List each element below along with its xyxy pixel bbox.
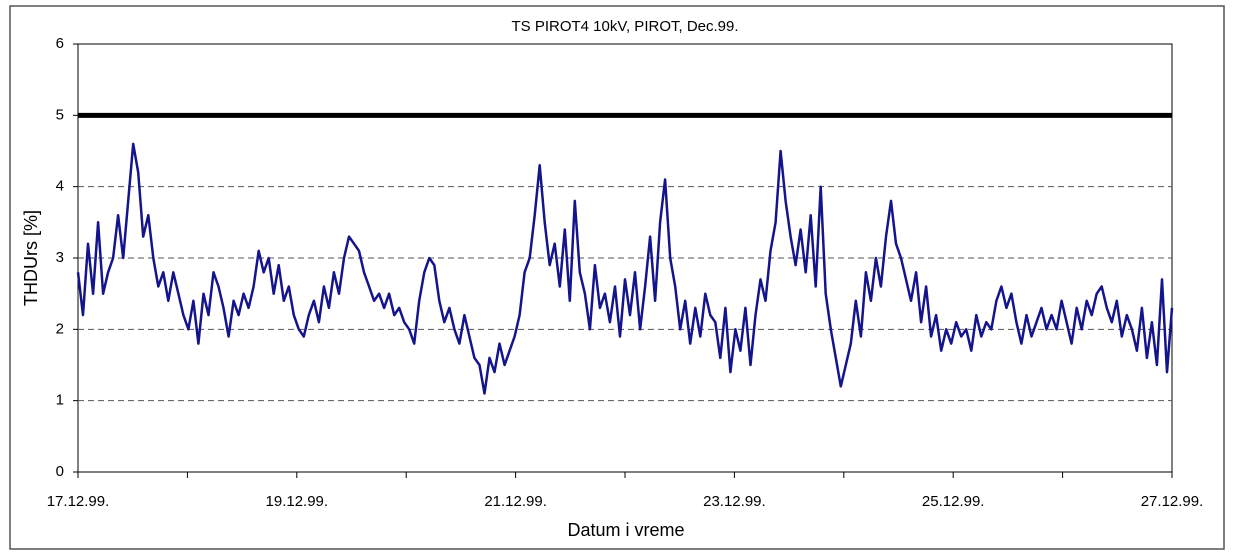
y-tick-label: 6 [56,35,64,52]
y-axis-label: THDUrs [%] [21,210,41,306]
y-tick-label: 3 [56,249,64,266]
x-tick-label: 17.12.99. [47,493,110,510]
x-tick-label: 25.12.99. [922,493,985,510]
x-axis-label: Datum i vreme [567,520,684,540]
y-tick-label: 1 [56,392,64,409]
y-tick-label: 4 [56,178,64,195]
data-line [76,142,1174,395]
chart-title: TS PIROT4 10kV, PIROT, Dec.99. [511,18,738,35]
x-tick-label: 27.12.99. [1141,493,1204,510]
y-tick-label: 2 [56,320,64,337]
x-tick-label: 21.12.99. [484,493,547,510]
y-tick-label: 5 [56,106,64,123]
x-tick-label: 19.12.99. [266,493,329,510]
chart-frame [9,5,1225,550]
x-tick-label: 23.12.99. [703,493,766,510]
y-tick-label: 0 [56,463,64,480]
